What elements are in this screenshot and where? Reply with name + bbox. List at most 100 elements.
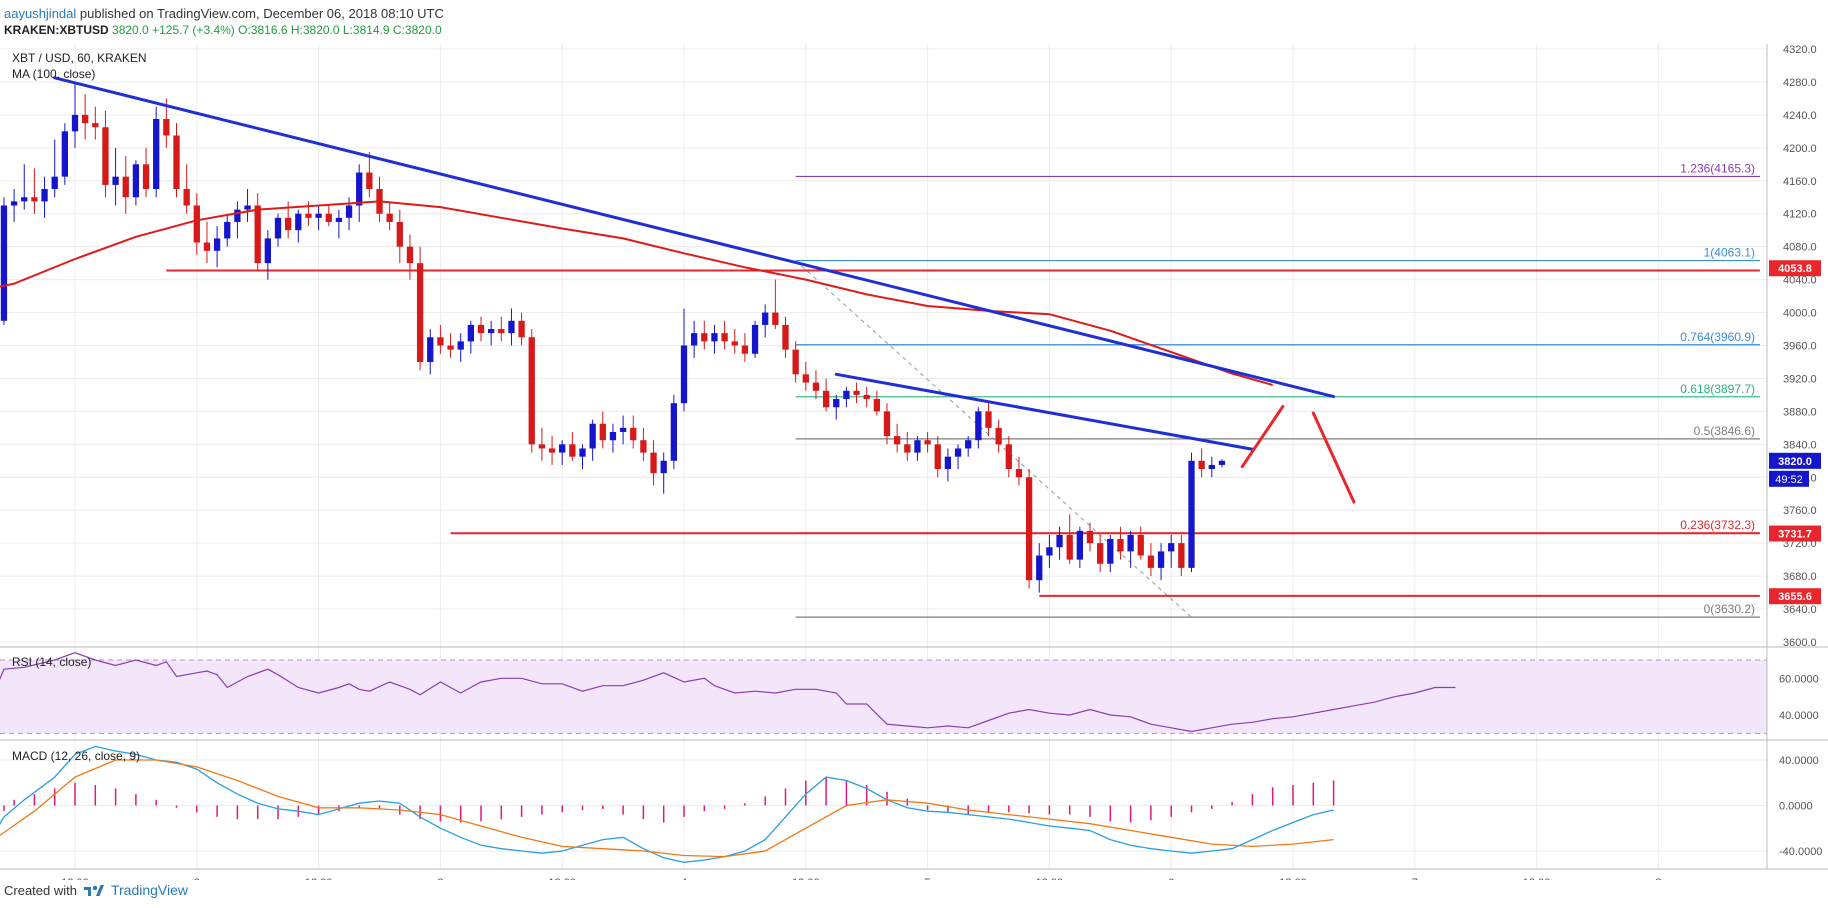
candle-body — [863, 394, 870, 400]
y-tick-label: 3920.0 — [1783, 373, 1817, 385]
candle-body — [112, 176, 119, 185]
projection-line — [1240, 404, 1285, 469]
candle-body — [599, 423, 606, 441]
rsi-line — [0, 652, 1456, 733]
candle-body — [213, 238, 221, 251]
rsi-tick-label: 40.0000 — [1779, 710, 1819, 722]
price-axis-label-bg — [1769, 260, 1821, 277]
candle-body — [954, 448, 962, 457]
candle-body — [153, 119, 160, 190]
candle-body — [386, 213, 393, 222]
candle-body — [619, 427, 627, 432]
candle-body — [447, 345, 454, 350]
candle-body — [285, 217, 292, 231]
candle-body — [173, 135, 180, 190]
candle-body — [782, 324, 789, 350]
candle-body — [122, 176, 129, 198]
candle-body — [721, 333, 728, 342]
candle-body — [21, 197, 28, 202]
candle-body — [295, 213, 302, 231]
macd-tick-label: -40.0000 — [1779, 846, 1822, 858]
candle-body — [985, 411, 992, 428]
candle-body — [1198, 460, 1205, 470]
candle-body — [660, 460, 667, 474]
candle-body — [883, 411, 891, 437]
x-tick-label: 2 — [194, 877, 200, 880]
x-tick-label: 4 — [681, 877, 687, 880]
candle-body — [914, 440, 921, 453]
candle-body — [975, 411, 982, 441]
published-text: published on TradingView.com, December 0… — [79, 6, 444, 21]
y-tick-label: 3960.0 — [1783, 341, 1817, 353]
price-axis-label-bg — [1769, 525, 1821, 542]
price-axis-label: 3655.6 — [1778, 591, 1812, 603]
candle-body — [762, 312, 769, 325]
y-tick-label: 4040.0 — [1783, 275, 1817, 287]
candle-body — [71, 114, 79, 132]
candle-body — [396, 221, 403, 247]
candle-body — [1178, 543, 1185, 568]
candle-body — [548, 448, 556, 453]
x-tick-label: 5 — [925, 877, 931, 880]
candle-body — [366, 172, 373, 190]
candle-body — [508, 320, 515, 334]
price-legend-ma: MA (100, close) — [12, 67, 95, 81]
candle-body — [61, 131, 68, 177]
price-axis-label: 3820.0 — [1778, 456, 1812, 468]
candle-body — [843, 390, 850, 400]
rsi-legend: RSI (14, close) — [12, 655, 91, 669]
candle-body — [193, 205, 200, 243]
candle-body — [1066, 534, 1073, 560]
candle-body — [325, 213, 332, 222]
candle-body — [538, 444, 546, 449]
x-tick-label: 12:00 — [1036, 877, 1064, 880]
candle-body — [924, 440, 931, 445]
candle-body — [569, 444, 576, 457]
author-link[interactable]: aayushjindal — [4, 6, 77, 21]
tradingview-brand-link[interactable]: TradingView — [110, 882, 189, 898]
candle-body — [609, 431, 617, 441]
chart-canvas[interactable]: 4320.0 4280.0 4240.0 4200.0 4160.0 4120.0 4080… — [0, 44, 1828, 880]
candle-body — [41, 189, 48, 202]
candle-body — [1208, 464, 1215, 470]
candle-body — [92, 123, 99, 128]
macd-tick-label: 0.0000 — [1779, 801, 1813, 813]
candle-body — [630, 427, 637, 441]
candle-body — [356, 172, 363, 206]
y-tick-label: 4200.0 — [1783, 143, 1817, 155]
price-change: +125.7 (+3.4%) — [152, 23, 235, 37]
candle-body — [559, 444, 566, 453]
y-tick-label: 3680.0 — [1783, 571, 1817, 583]
chart-header: aayushjindal published on TradingView.co… — [0, 0, 1828, 44]
candle-body — [1076, 530, 1083, 560]
candle-body — [1056, 534, 1063, 548]
y-tick-label: 4320.0 — [1783, 44, 1817, 56]
candle-body — [132, 164, 140, 198]
macd-legend: MACD (12, 26, close, 9) — [12, 749, 140, 763]
y-tick-label: 3760.0 — [1783, 505, 1817, 517]
candle-body — [183, 189, 190, 206]
candle-body — [1036, 555, 1043, 581]
candle-body — [1188, 460, 1195, 568]
price-axis-label-bg — [1769, 452, 1821, 469]
y-tick-label: 3600.0 — [1783, 637, 1817, 649]
fib-level-label: 0(3630.2) — [1704, 602, 1755, 616]
candle-body — [1086, 530, 1094, 544]
price-axis-label-bg — [1769, 588, 1821, 605]
candle-body — [1157, 551, 1165, 568]
macd-line — [0, 745, 1334, 863]
fib-level-label: 0.5(3846.6) — [1694, 424, 1755, 438]
countdown-bg — [1769, 470, 1809, 487]
candle-body — [406, 246, 414, 264]
candle-body — [82, 114, 89, 124]
candle-body — [244, 205, 251, 210]
x-tick-label: 8 — [1655, 877, 1661, 880]
candle-body — [254, 205, 261, 264]
candle-body — [224, 221, 231, 239]
publish-info: aayushjindal published on TradingView.co… — [4, 6, 444, 21]
candle-body — [335, 217, 343, 222]
candle-body — [894, 436, 901, 445]
candle-body — [427, 337, 434, 362]
candle-body — [650, 452, 657, 474]
candle-body — [680, 345, 688, 404]
